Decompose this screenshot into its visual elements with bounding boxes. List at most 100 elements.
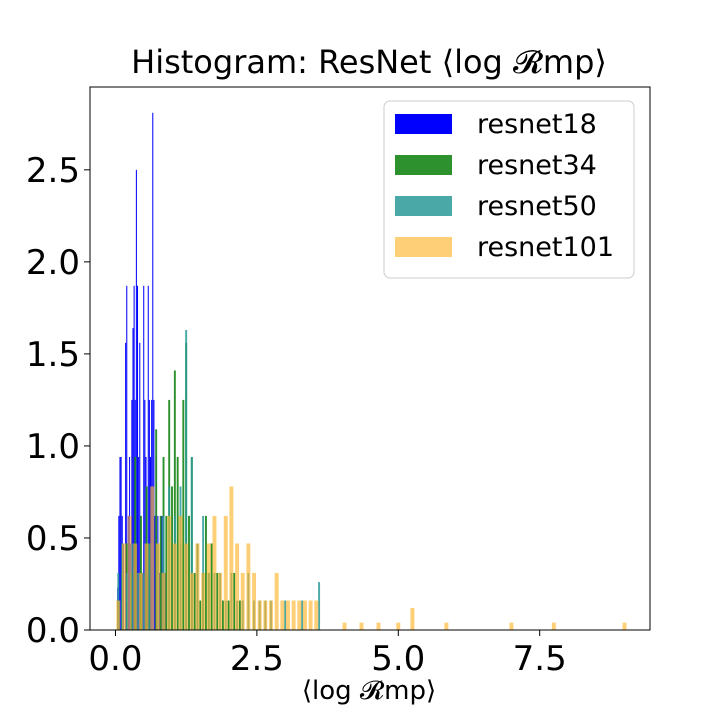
- bar-resnet101: [308, 600, 313, 630]
- plot-area: [116, 112, 627, 630]
- bar-resnet101: [280, 600, 285, 630]
- y-tick-label: 2.5: [26, 151, 80, 191]
- bar-resnet18: [135, 169, 137, 630]
- bar-resnet101: [195, 543, 200, 630]
- y-tick-label: 0.0: [26, 611, 80, 651]
- bar-resnet18: [144, 399, 146, 630]
- bar-resnet101: [161, 572, 166, 630]
- y-tick-label: 2.0: [26, 243, 80, 283]
- bar-resnet101: [297, 600, 302, 630]
- legend-label-resnet101: resnet101: [477, 232, 614, 263]
- bar-resnet34: [221, 600, 224, 630]
- bar-resnet18: [154, 515, 156, 630]
- bar-resnet34: [216, 572, 219, 630]
- bar-resnet101: [127, 515, 132, 630]
- bar-resnet18: [133, 285, 135, 630]
- bar-resnet101: [246, 543, 251, 630]
- bar-resnet18: [143, 285, 145, 630]
- bar-resnet18: [138, 456, 140, 630]
- bar-resnet101: [291, 600, 296, 630]
- bar-resnet101: [121, 543, 126, 630]
- bar-resnet50: [318, 582, 321, 630]
- bar-resnet50: [284, 600, 287, 630]
- bar-resnet101: [206, 543, 211, 630]
- bar-resnet34: [188, 515, 190, 630]
- legend-swatch-resnet50: [395, 196, 452, 216]
- bar-resnet34: [193, 572, 196, 630]
- bar-resnet34: [155, 429, 158, 630]
- bar-resnet101: [410, 607, 415, 630]
- bar-resnet50: [142, 572, 145, 630]
- bar-resnet101: [138, 572, 143, 630]
- bar-resnet18: [139, 342, 141, 630]
- bar-resnet50: [131, 543, 134, 630]
- y-axis: 0.0 0.5 1.0 1.5 2.0 2.5: [26, 151, 90, 651]
- bar-resnet101: [144, 543, 149, 630]
- bar-resnet101: [240, 572, 245, 630]
- bar-resnet101: [302, 600, 307, 630]
- bar-resnet101: [189, 572, 194, 630]
- bar-resnet101: [133, 543, 138, 630]
- bar-resnet101: [314, 600, 319, 630]
- legend-swatch-resnet18: [395, 114, 452, 134]
- x-tick-label: 2.5: [230, 639, 284, 679]
- axes-frame: [89, 86, 651, 631]
- bar-resnet101: [342, 622, 347, 630]
- x-axis-label: ⟨log 𝓡mp⟩: [302, 676, 436, 706]
- bar-resnet18: [137, 285, 139, 630]
- bar-resnet50: [148, 543, 151, 630]
- legend-label-resnet34: resnet34: [477, 150, 597, 181]
- x-tick-label: 7.5: [513, 639, 567, 679]
- x-tick-label: 0.0: [88, 639, 142, 679]
- bar-resnet101: [167, 515, 172, 630]
- bar-resnet18: [131, 399, 133, 630]
- legend-box: [383, 100, 635, 279]
- y-tick-label: 1.0: [26, 427, 80, 467]
- bar-resnet101: [155, 543, 160, 630]
- bar-resnet101: [201, 572, 206, 630]
- bar-resnet18: [148, 399, 150, 630]
- bar-resnet18: [152, 112, 154, 630]
- x-axis: 0.0 2.5 5.0 7.5: [88, 630, 567, 679]
- bar-resnet34: [159, 515, 162, 630]
- y-tick-label: 1.5: [26, 335, 80, 375]
- bar-resnet101: [274, 572, 279, 630]
- bar-resnet18: [125, 342, 127, 630]
- bar-resnet101: [178, 515, 183, 630]
- bar-resnet101: [263, 600, 268, 630]
- bar-resnet101: [229, 486, 234, 630]
- bar-resnet34: [238, 600, 241, 630]
- x-tick-label: 5.0: [371, 639, 425, 679]
- bar-resnet50: [185, 329, 188, 630]
- bar-resnet34: [173, 370, 176, 630]
- bar-resnet34: [233, 572, 236, 630]
- bar-resnet101: [184, 543, 189, 630]
- bar-resnet101: [376, 622, 381, 630]
- legend-label-resnet50: resnet50: [477, 191, 597, 222]
- bar-resnet101: [509, 622, 514, 630]
- bar-resnet101: [269, 600, 273, 630]
- bar-resnet50: [137, 572, 140, 630]
- bar-resnet18: [132, 328, 134, 630]
- bar-resnet101: [257, 600, 262, 630]
- bar-resnet50: [125, 572, 128, 630]
- legend-swatch-resnet101: [395, 237, 452, 257]
- bar-resnet18: [147, 285, 149, 630]
- y-tick-label: 0.5: [26, 519, 80, 559]
- bar-resnet50: [301, 600, 304, 630]
- bar-resnet101: [235, 543, 240, 630]
- bar-resnet34: [205, 515, 207, 630]
- bar-resnet34: [165, 515, 168, 630]
- bar-resnet18: [119, 456, 121, 630]
- bar-resnet101: [444, 622, 449, 630]
- chart-title: Histogram: ResNet ⟨log 𝓡mp⟩: [131, 43, 607, 81]
- bar-resnet101: [396, 622, 401, 630]
- bar-resnet101: [551, 622, 556, 630]
- bar-resnet101: [252, 572, 257, 630]
- bar-resnet101: [223, 515, 228, 630]
- bar-resnet101: [218, 572, 223, 630]
- legend-swatch-resnet34: [395, 155, 452, 175]
- series-resnet101: [116, 486, 627, 630]
- bar-resnet101: [116, 600, 121, 630]
